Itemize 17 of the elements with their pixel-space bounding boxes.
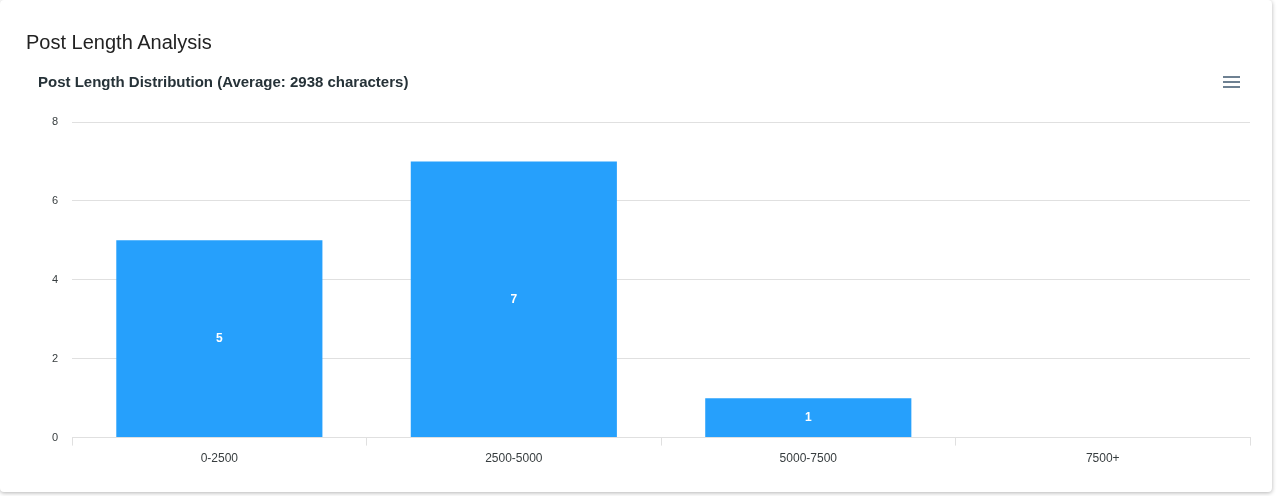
y-tick-label: 0 bbox=[51, 430, 59, 443]
chart-title: Post Length Analysis bbox=[26, 31, 212, 54]
bar bbox=[116, 240, 323, 438]
data-label: 5 bbox=[216, 331, 224, 346]
data-label: 7 bbox=[510, 291, 518, 306]
data-label: 1 bbox=[804, 409, 812, 424]
y-tick-label: 4 bbox=[51, 272, 59, 285]
y-tick-label: 8 bbox=[51, 115, 59, 128]
bar bbox=[410, 161, 617, 438]
x-tick-label: 7500+ bbox=[1085, 451, 1120, 466]
x-tick-label: 2500-5000 bbox=[485, 451, 543, 466]
y-tick-label: 2 bbox=[51, 351, 59, 364]
x-tick-label: 5000-7500 bbox=[779, 451, 838, 466]
y-tick-label: 6 bbox=[51, 193, 59, 206]
x-tick-label: 0-2500 bbox=[200, 451, 239, 466]
chart-subtitle: Post Length Distribution (Average: 2938 characters) bbox=[38, 73, 409, 91]
bar bbox=[705, 398, 912, 438]
